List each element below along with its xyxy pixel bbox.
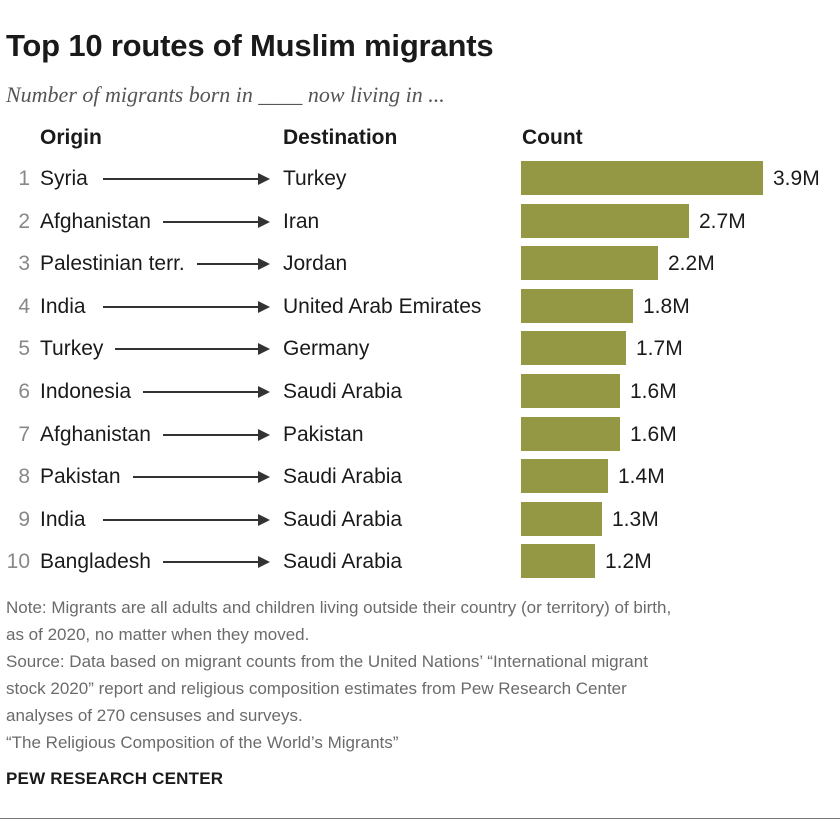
rank-label: 7 <box>18 422 30 446</box>
origin-label: India <box>40 507 86 531</box>
destination-label: Pakistan <box>283 422 364 446</box>
note-line: as of 2020, no matter when they moved. <box>6 625 310 644</box>
destination-label: Iran <box>283 209 320 233</box>
source-line: analyses of 270 censuses and surveys. <box>6 706 303 725</box>
route-arrow-icon <box>103 300 270 313</box>
count-value-label: 1.7M <box>636 337 683 361</box>
bottom-divider <box>0 818 840 819</box>
rank-label: 4 <box>18 294 30 318</box>
destination-label: Saudi Arabia <box>283 380 403 403</box>
count-column-header: Count <box>522 126 583 149</box>
table-row: 5 Turkey Germany 1.7M <box>0 331 840 367</box>
chart-title: Top 10 routes of Muslim migrants <box>6 28 494 63</box>
destination-label: Saudi Arabia <box>283 465 403 489</box>
count-bar <box>521 501 602 536</box>
source-line: Source: Data based on migrant counts fro… <box>6 652 648 671</box>
note-line: Note: Migrants are all adults and childr… <box>6 598 672 617</box>
count-bar <box>521 331 626 366</box>
count-bar <box>521 459 608 494</box>
origin-label: Syria <box>40 167 88 190</box>
brand-logo-text: PEW RESEARCH CENTER <box>6 769 224 788</box>
route-arrow-icon <box>197 258 270 271</box>
table-row: 2 Afghanistan Iran 2.7M <box>0 203 840 240</box>
route-arrow-icon <box>115 343 270 356</box>
count-value-label: 3.9M <box>773 167 820 190</box>
destination-label: Saudi Arabia <box>283 507 403 531</box>
route-arrow-icon <box>163 428 270 441</box>
count-bar <box>521 161 763 195</box>
table-row: 10 Bangladesh Saudi Arabia 1.2M <box>0 544 840 580</box>
origin-label: Turkey <box>40 337 104 361</box>
chart-subtitle: Number of migrants born in ____ now livi… <box>6 82 445 107</box>
rank-label: 10 <box>6 550 30 574</box>
origin-label: Afghanistan <box>40 422 151 446</box>
table-row: 9 India Saudi Arabia 1.3M <box>0 501 840 538</box>
route-arrow-icon <box>103 513 270 526</box>
count-value-label: 1.8M <box>643 294 690 318</box>
count-bar <box>521 288 633 323</box>
count-bar <box>521 416 620 451</box>
route-arrow-icon <box>163 556 270 569</box>
destination-label: Turkey <box>283 167 347 190</box>
origin-column-header: Origin <box>40 126 102 149</box>
count-value-label: 1.3M <box>612 507 659 531</box>
table-row: 6 Indonesia Saudi Arabia 1.6M <box>0 374 840 410</box>
destination-label: United Arab Emirates <box>283 294 482 318</box>
route-arrow-icon <box>103 173 270 185</box>
table-row: 1 Syria Turkey 3.9M <box>0 161 840 197</box>
origin-label: India <box>40 294 86 318</box>
notes-block: Note: Migrants are all adults and childr… <box>6 594 826 756</box>
destination-label: Saudi Arabia <box>283 550 403 574</box>
table-row: 3 Palestinian terr. Jordan 2.2M <box>0 246 840 282</box>
table-row: 4 India United Arab Emirates 1.8M <box>0 288 840 325</box>
count-bar <box>521 544 595 579</box>
count-value-label: 2.7M <box>699 209 746 233</box>
table-row: 8 Pakistan Saudi Arabia 1.4M <box>0 459 840 495</box>
count-value-label: 1.6M <box>630 422 677 446</box>
count-value-label: 1.4M <box>618 465 665 489</box>
route-arrow-icon <box>143 386 270 398</box>
origin-label: Afghanistan <box>40 209 151 233</box>
destination-label: Jordan <box>283 252 348 276</box>
destination-column-header: Destination <box>283 126 398 149</box>
rank-label: 5 <box>18 337 30 361</box>
origin-label: Palestinian terr. <box>40 252 185 276</box>
rank-label: 9 <box>18 507 30 531</box>
report-title-line: “The Religious Composition of the World’… <box>6 733 399 752</box>
rank-label: 2 <box>18 209 30 233</box>
rank-label: 3 <box>18 252 30 276</box>
count-value-label: 1.2M <box>605 550 652 574</box>
count-value-label: 2.2M <box>668 252 715 276</box>
origin-label: Indonesia <box>40 380 132 403</box>
count-bar <box>521 374 620 408</box>
route-arrow-icon <box>163 215 270 228</box>
rank-label: 1 <box>18 167 30 190</box>
route-arrow-icon <box>133 471 270 484</box>
count-value-label: 1.6M <box>630 380 677 403</box>
rank-label: 6 <box>18 380 30 403</box>
destination-label: Germany <box>283 337 370 361</box>
table-row: 7 Afghanistan Pakistan 1.6M <box>0 416 840 453</box>
origin-label: Pakistan <box>40 465 121 489</box>
origin-label: Bangladesh <box>40 550 151 574</box>
rank-label: 8 <box>18 465 30 489</box>
source-line: stock 2020” report and religious composi… <box>6 679 627 698</box>
count-bar <box>521 203 689 238</box>
count-bar <box>521 246 658 281</box>
